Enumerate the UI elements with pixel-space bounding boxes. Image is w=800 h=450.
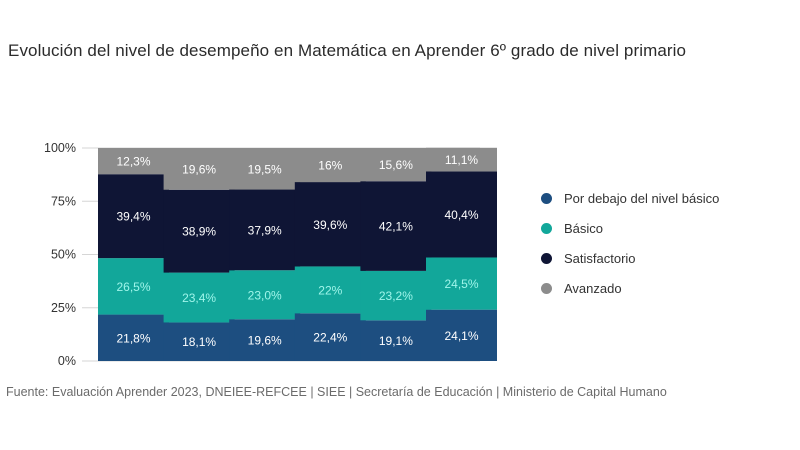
data-label: 23,4%	[182, 291, 216, 305]
bar-segment	[229, 148, 301, 190]
data-label: 37,9%	[248, 223, 282, 237]
bar-segment	[294, 266, 366, 314]
bar-segment	[426, 257, 497, 310]
bar-segment	[426, 171, 497, 258]
data-label: 38,9%	[182, 225, 216, 239]
legend-label: Por debajo del nivel básico	[564, 190, 720, 206]
bar-segment	[360, 320, 432, 361]
bar-segment	[426, 309, 497, 361]
bar-segment	[98, 314, 169, 361]
bar-segment	[229, 189, 301, 271]
data-label: 19,5%	[248, 162, 282, 176]
bar-segment	[229, 270, 301, 320]
data-label: 21,8%	[116, 331, 150, 345]
y-tick-label: 75%	[51, 194, 76, 208]
bar-segment	[163, 148, 235, 190]
data-label: 19,1%	[379, 334, 413, 348]
y-tick-label: 100%	[44, 141, 76, 155]
data-label: 15,6%	[379, 158, 413, 172]
bar-segment	[229, 319, 301, 361]
data-label: 11,1%	[445, 153, 478, 167]
data-label: 42,1%	[379, 220, 413, 234]
data-label: 22%	[318, 283, 342, 297]
bar-segment	[426, 147, 497, 172]
legend-label: Satisfactorio	[564, 250, 636, 266]
data-label: 23,0%	[248, 288, 282, 302]
legend-swatch	[541, 222, 552, 234]
y-axis-ticks: 0% 25% 50% 75% 100%	[44, 141, 76, 368]
bar-segment	[360, 181, 432, 271]
y-tick-label: 0%	[58, 354, 76, 368]
legend-item-below-basic: Por debajo del nivel básico	[541, 183, 719, 213]
data-label: 19,6%	[248, 334, 282, 348]
bar-segment	[163, 272, 235, 323]
legend-item-advanced: Avanzado	[541, 273, 719, 303]
chart-title: Evolución del nivel de desempeño en Mate…	[8, 41, 687, 60]
data-label: 22,4%	[313, 331, 347, 345]
bar-segment	[163, 322, 235, 361]
data-label: 23,2%	[379, 289, 413, 303]
data-labels: 21,8% 26,5% 39,4% 12,3% 18,1% 23,4% 38,9% 19,6%…	[116, 153, 478, 349]
bars	[98, 147, 497, 361]
data-label: 24,5%	[444, 277, 478, 291]
legend-swatch	[541, 192, 552, 204]
bar-segment	[98, 148, 169, 175]
legend-item-satisfactory: Satisfactorio	[541, 243, 719, 273]
legend: Por debajo del nivel básico Básico Satis…	[541, 183, 719, 303]
data-label: 24,1%	[444, 329, 478, 343]
data-label: 39,4%	[116, 210, 150, 224]
data-label: 16%	[318, 159, 342, 173]
legend-label: Avanzado	[564, 280, 622, 296]
data-label: 26,5%	[116, 280, 150, 294]
bar-segment	[360, 148, 432, 182]
source-note: Fuente: Evaluación Aprender 2023, DNEIEE…	[6, 385, 667, 399]
bar-segment	[163, 189, 235, 273]
bar-segment	[294, 148, 366, 183]
legend-swatch	[541, 252, 552, 264]
data-label: 39,6%	[313, 218, 347, 232]
data-label: 18,1%	[182, 335, 216, 349]
data-label: 19,6%	[182, 162, 216, 176]
bar-segment	[294, 313, 366, 361]
legend-label: Básico	[564, 220, 604, 236]
data-label: 12,3%	[116, 155, 150, 169]
legend-item-basic: Básico	[541, 213, 719, 243]
bar-segment	[98, 174, 169, 259]
data-label: 40,4%	[444, 208, 478, 222]
legend-swatch	[541, 282, 552, 294]
bar-segment	[360, 270, 432, 321]
bar-segment	[294, 182, 366, 267]
bar-segment	[98, 258, 169, 315]
y-tick-label: 25%	[51, 301, 76, 315]
y-tick-label: 50%	[51, 248, 76, 262]
